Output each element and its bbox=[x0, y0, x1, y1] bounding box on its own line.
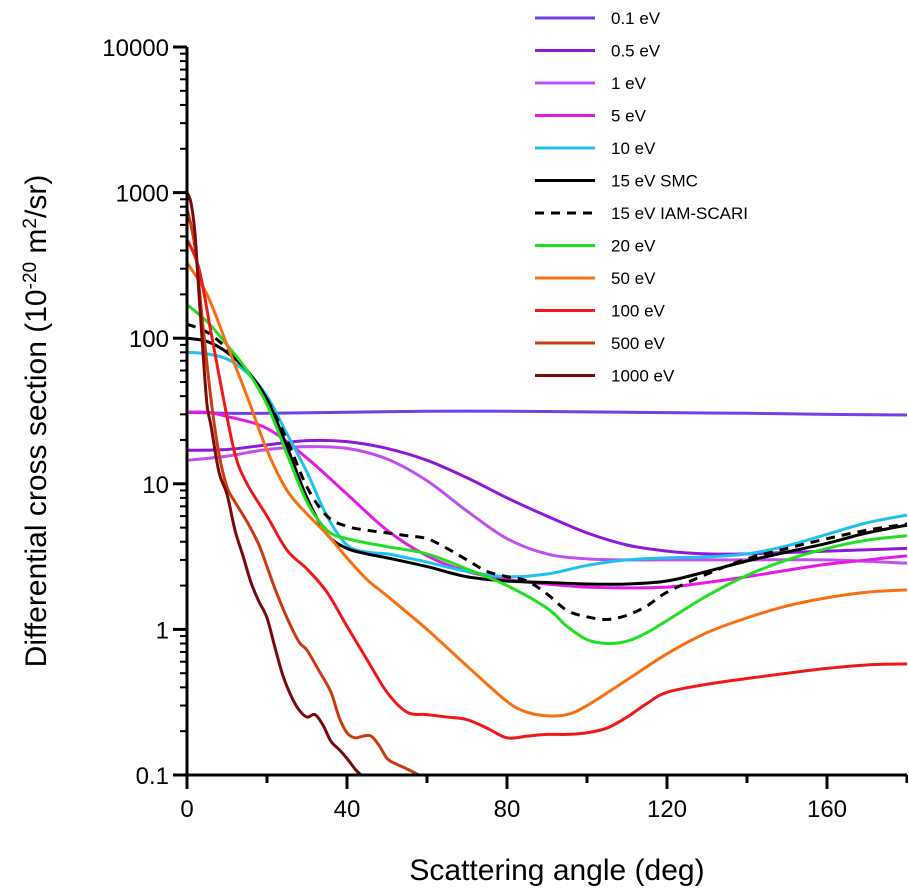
legend-label: 20 eV bbox=[611, 237, 656, 256]
x-tick-label: 0 bbox=[180, 796, 193, 823]
y-axis-title: Differential cross section (10-20 m2/sr) bbox=[20, 175, 54, 668]
legend-label: 10 eV bbox=[611, 139, 656, 158]
y-minor-ticks bbox=[180, 52, 187, 733]
x-ticks bbox=[185, 775, 908, 789]
y-tick-label: 10 bbox=[142, 472, 169, 499]
legend-label: 1000 eV bbox=[611, 367, 675, 386]
y-axis-title-exp1: -20 bbox=[20, 262, 41, 289]
y-axis-title-exp2: 2 bbox=[20, 218, 41, 229]
series-line-10-ev bbox=[187, 350, 908, 579]
tick-labels: 0.1 1 10 100 1000 10000 0 40 80 120 160 bbox=[102, 35, 847, 823]
legend-label: 5 eV bbox=[611, 107, 647, 126]
series-line-500-ev bbox=[187, 208, 420, 775]
y-tick-label: 1000 bbox=[116, 181, 169, 208]
x-tick-label: 80 bbox=[494, 796, 521, 823]
x-tick-label: 40 bbox=[334, 796, 361, 823]
x-tick-label: 120 bbox=[647, 796, 687, 823]
y-axis-title-suffix: /sr) bbox=[20, 175, 53, 218]
x-axis-title: Scattering angle (deg) bbox=[409, 854, 704, 887]
y-tick-label: 0.1 bbox=[136, 763, 169, 790]
legend-label: 0.1 eV bbox=[611, 9, 661, 28]
series-line-0-5-ev bbox=[187, 438, 908, 556]
axes: 0.1 1 10 100 1000 10000 0 40 80 120 160 bbox=[102, 35, 908, 823]
x-tick-label: 160 bbox=[807, 796, 847, 823]
series-line-50-ev bbox=[187, 261, 908, 718]
series-line-15-ev-iam-scari bbox=[187, 322, 908, 621]
series-line-0-1-ev bbox=[187, 409, 908, 417]
legend-label: 50 eV bbox=[611, 269, 656, 288]
series-line-1000-ev bbox=[187, 191, 363, 775]
legend-label: 500 eV bbox=[611, 334, 666, 353]
series-line-100-ev bbox=[187, 238, 908, 740]
legend-label: 15 eV IAM-SCARI bbox=[611, 204, 748, 223]
legend-label: 15 eV SMC bbox=[611, 172, 698, 191]
y-tick-label: 10000 bbox=[102, 35, 169, 62]
legend: 0.1 eV 0.5 eV 1 eV 5 eV 10 eV 15 eV SMC 15 eV … bbox=[535, 9, 748, 386]
y-axis-title-mid: m bbox=[20, 229, 53, 262]
y-tick-label: 1 bbox=[156, 617, 169, 644]
series-curves bbox=[187, 191, 908, 775]
y-major-ticks bbox=[173, 45, 187, 777]
legend-label: 100 eV bbox=[611, 302, 666, 321]
y-tick-label: 100 bbox=[129, 326, 169, 353]
legend-label: 0.5 eV bbox=[611, 42, 661, 61]
series-line-15-ev-smc bbox=[187, 336, 908, 586]
legend-label: 1 eV bbox=[611, 74, 647, 93]
series-line-20-ev bbox=[187, 303, 908, 646]
y-axis-title-prefix: Differential cross section (10 bbox=[20, 289, 53, 667]
